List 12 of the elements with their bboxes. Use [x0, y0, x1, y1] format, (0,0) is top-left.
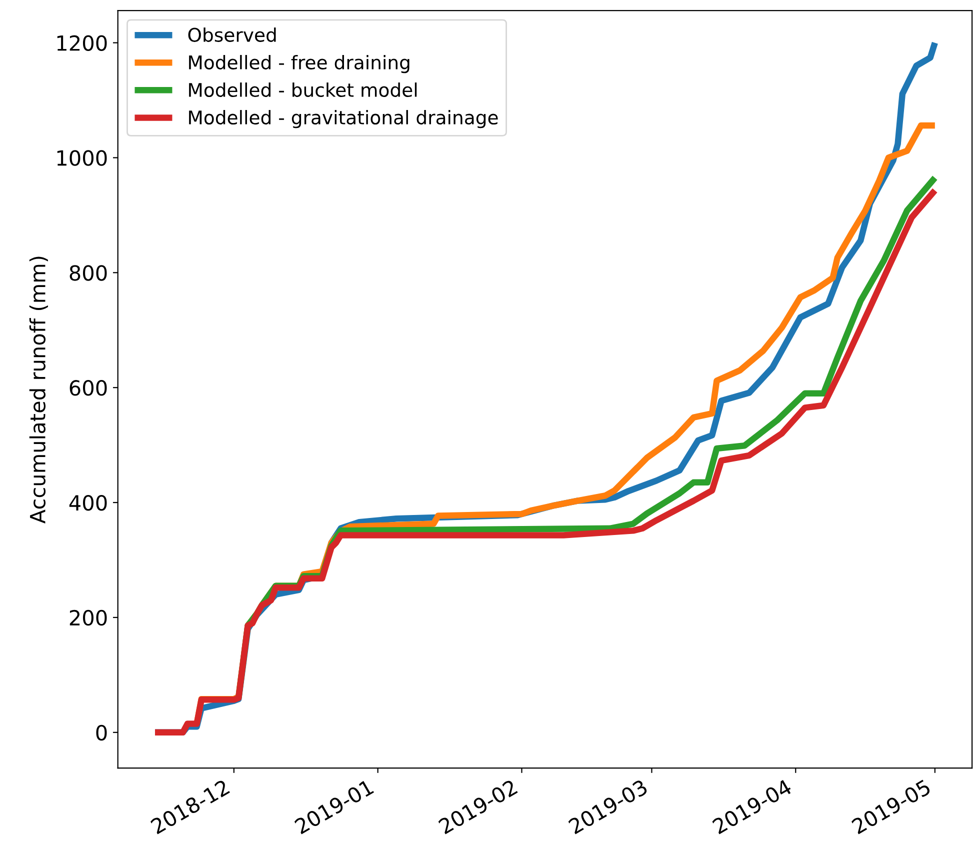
y-tick-label: 1000: [57, 150, 107, 166]
legend-label: Modelled - free draining: [189, 54, 410, 74]
y-tick-label: 800: [70, 265, 107, 281]
legend-label: Observed: [188, 27, 276, 42]
y-tick-label: 200: [70, 610, 107, 626]
y-tick-label: 0: [96, 724, 107, 741]
legend-label: Modelled - bucket model: [189, 82, 417, 98]
legend-label: Modelled - gravitational drainage: [189, 110, 498, 128]
y-tick-label: 400: [69, 494, 107, 511]
y-axis-title: Accumulated runoff (mm): [29, 256, 48, 524]
y-tick-label: 600: [70, 380, 107, 396]
y-tick-label: 1200: [57, 35, 107, 51]
